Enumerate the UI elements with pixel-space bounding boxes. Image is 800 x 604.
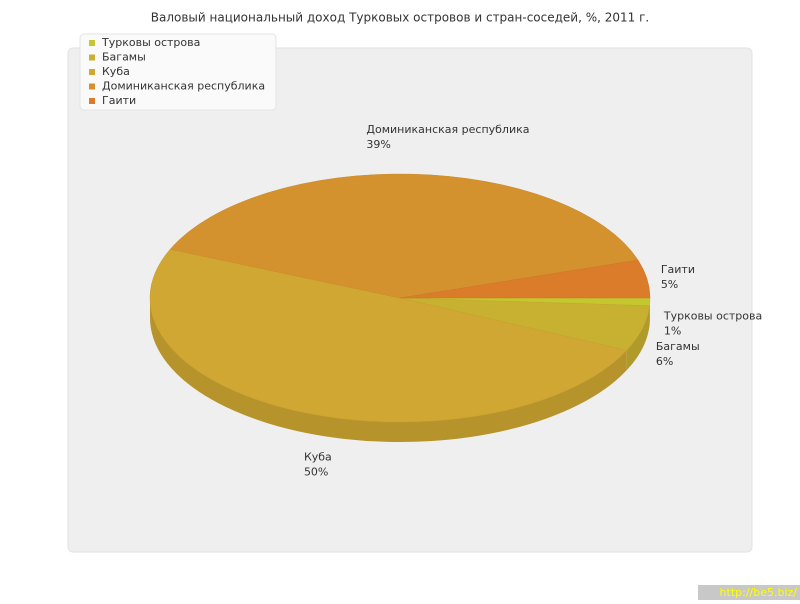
slice-value-label: 50% xyxy=(304,466,328,479)
slice-label: Гаити xyxy=(661,263,695,276)
legend-label: Турковы острова xyxy=(101,36,200,49)
slice-label: Доминиканская республика xyxy=(366,123,529,136)
legend-label: Гаити xyxy=(102,94,136,107)
chart-title: Валовый национальный доход Турковых остр… xyxy=(151,11,650,25)
slice-value-label: 1% xyxy=(664,324,681,337)
slice-label: Куба xyxy=(304,451,332,464)
slice-value-label: 39% xyxy=(366,138,390,151)
slice-label: Багамы xyxy=(656,340,700,353)
legend-swatch xyxy=(89,55,95,61)
watermark: http://be5.biz/ xyxy=(720,586,798,599)
legend-swatch xyxy=(89,84,95,90)
slice-label: Турковы острова xyxy=(663,309,762,322)
legend-label: Багамы xyxy=(102,51,146,64)
legend-swatch xyxy=(89,69,95,75)
legend-swatch xyxy=(89,40,95,46)
slice-value-label: 6% xyxy=(656,355,673,368)
legend-label: Доминиканская республика xyxy=(102,80,265,93)
legend-label: Куба xyxy=(102,65,130,78)
legend-swatch xyxy=(89,98,95,104)
slice-value-label: 5% xyxy=(661,278,678,291)
